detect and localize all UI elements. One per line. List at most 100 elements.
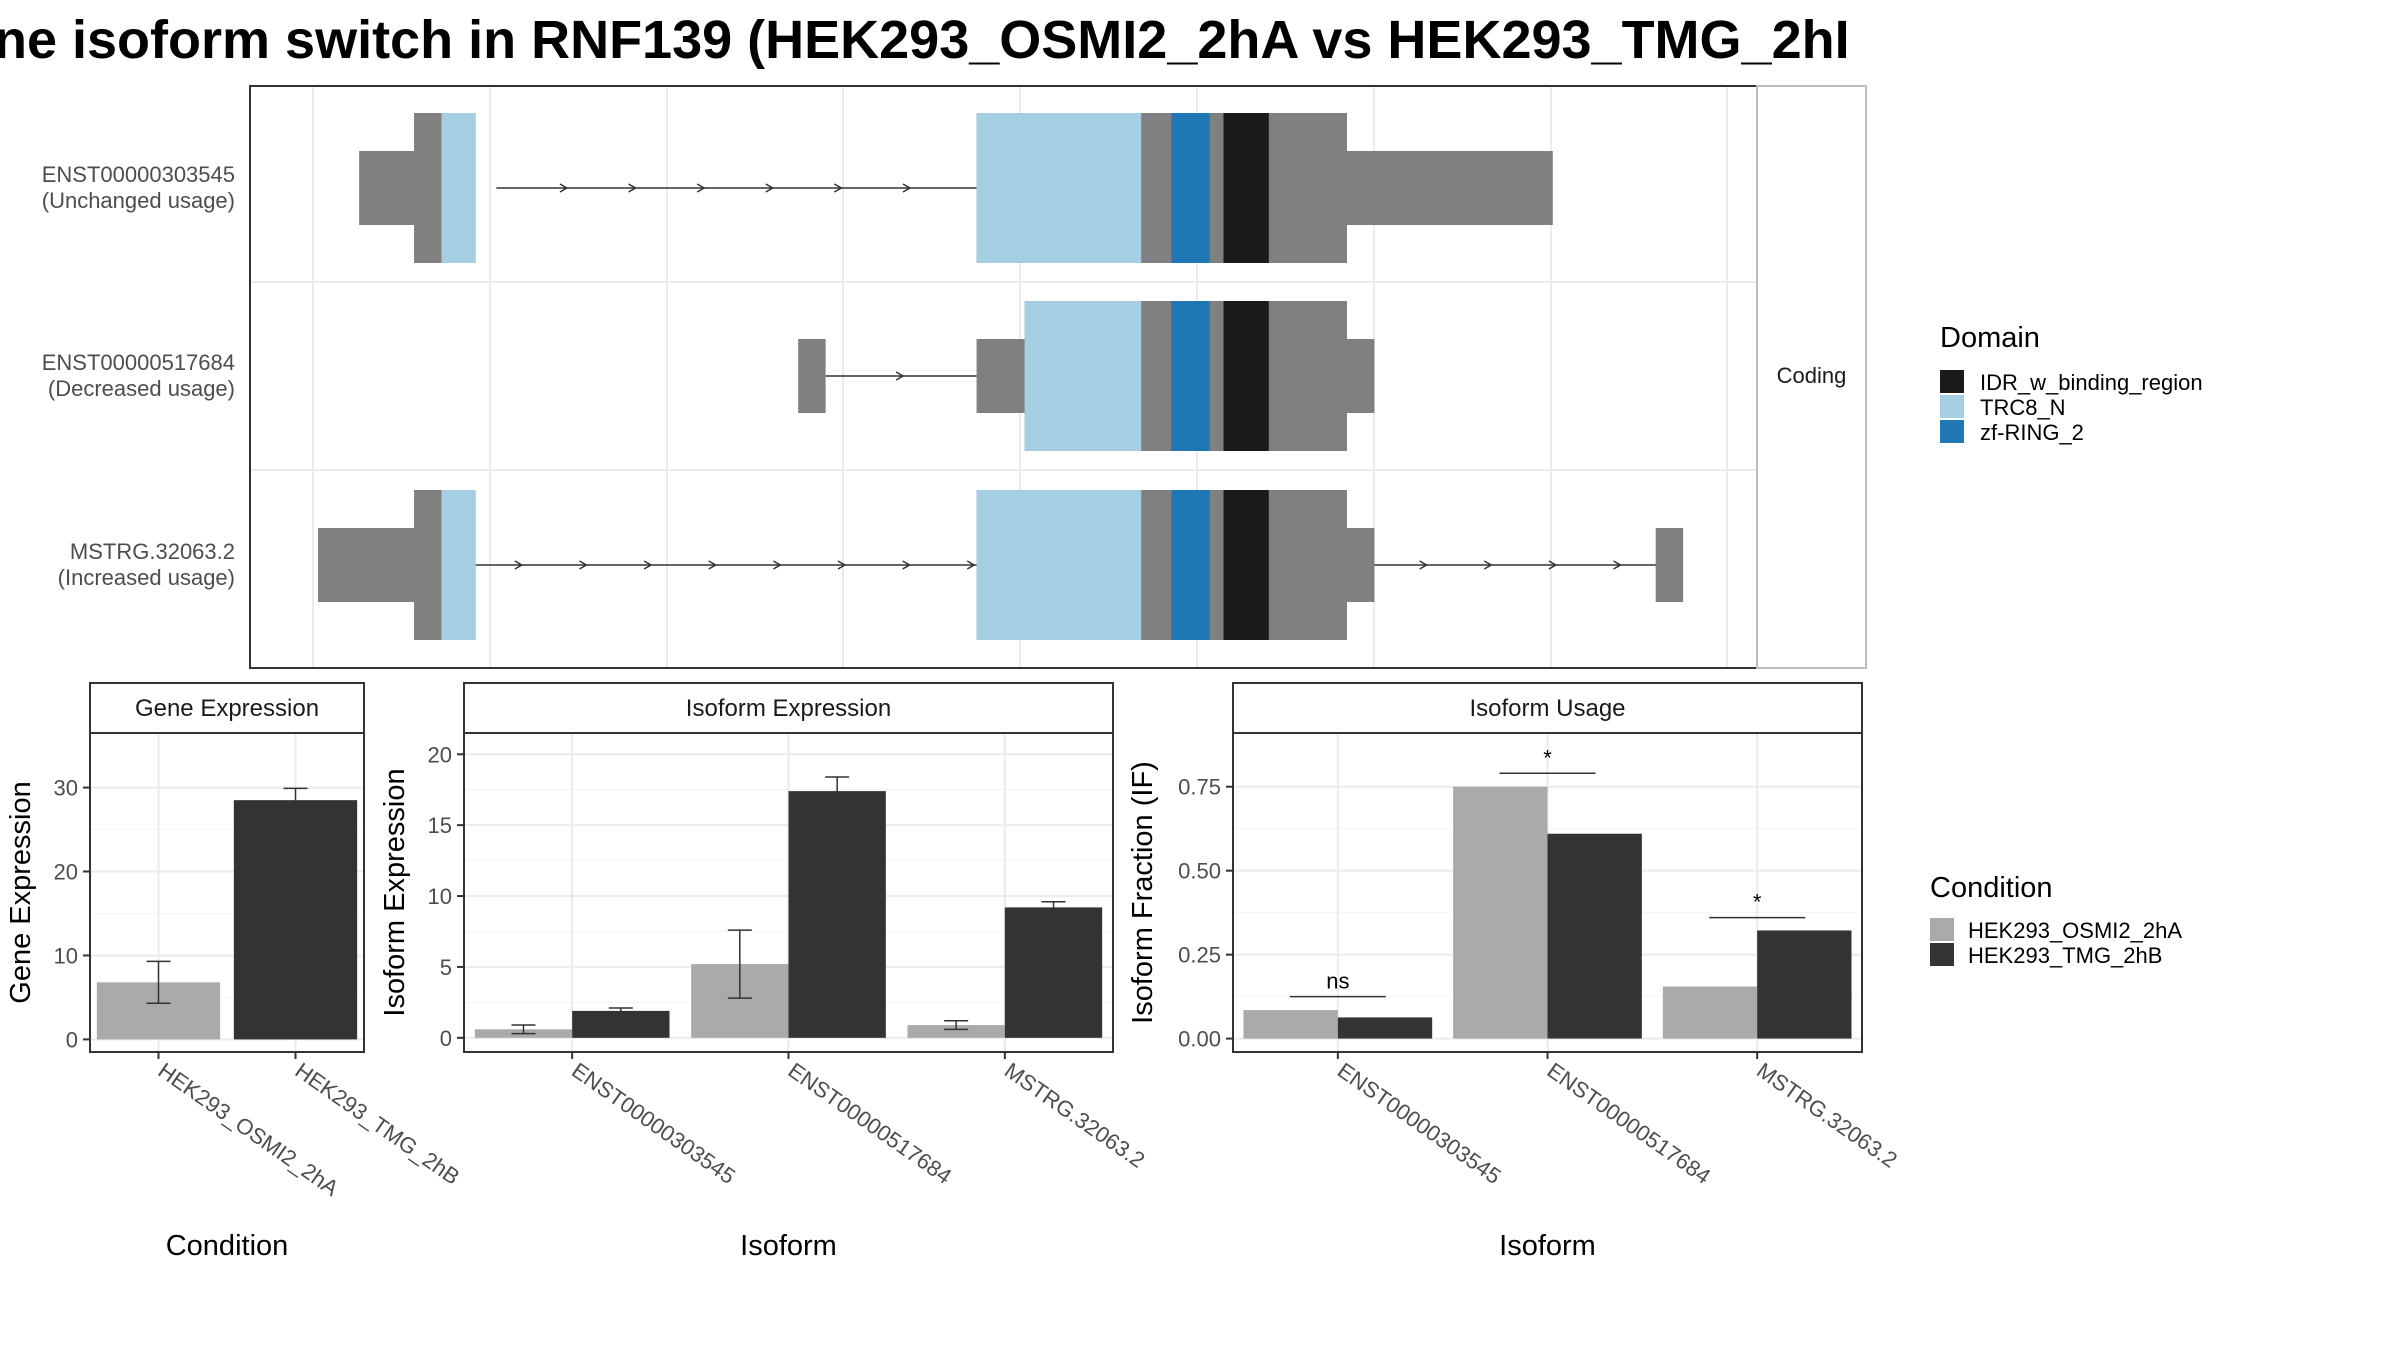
condition-legend-title: Condition: [1930, 872, 2053, 904]
bar: [1243, 1010, 1338, 1039]
y-tick-label: 0: [66, 1027, 78, 1052]
isoform-expression-panel: Isoform Expression 0 5 10 15 20 ENST0000030354…: [379, 682, 1150, 1262]
y-tick-label: 0.75: [1178, 775, 1221, 800]
intron-arrow: [966, 560, 976, 570]
intron-arrow: [579, 560, 588, 570]
x-tick-label: ENST00000517684: [784, 1058, 957, 1189]
x-tick-label: ENST00000517684: [1543, 1058, 1716, 1189]
domain-block: [441, 490, 476, 640]
domain-block: [1223, 490, 1269, 640]
intron-arrow: [837, 560, 847, 570]
domain-legend-key: [1940, 370, 1964, 393]
x-axis-label: Isoform: [740, 1230, 837, 1262]
isoform-usage-panel: Isoform Usage 0.00 0.25 0.50 0.75 ns * * ENST000…: [1127, 682, 1902, 1262]
domain-block: [1223, 301, 1269, 451]
domain-legend-title: Domain: [1940, 322, 2040, 354]
utr-exon: [359, 151, 415, 225]
x-tick-label: MSTRG.32063.2: [1752, 1058, 1902, 1173]
bar: [907, 1025, 1005, 1038]
y-tick-label: 30: [54, 776, 78, 801]
bar: [788, 791, 886, 1038]
bar: [1547, 833, 1642, 1039]
x-tick-label: MSTRG.32063.2: [1000, 1058, 1150, 1173]
domain-legend-key: [1940, 395, 1964, 418]
domain-block: [1223, 113, 1269, 263]
intron-arrow: [1613, 560, 1623, 570]
transcript-id-label: ENST00000303545: [42, 162, 235, 187]
y-tick-label: 10: [54, 943, 78, 968]
transcript-id-label: ENST00000517684: [42, 350, 235, 375]
utr-exon: [1655, 528, 1684, 602]
y-tick-label: 0.50: [1178, 859, 1221, 884]
significance-label: ns: [1326, 969, 1349, 994]
intron-arrow: [895, 371, 905, 381]
bar: [572, 1010, 670, 1038]
domain-legend-label: zf-RING_2: [1980, 420, 2084, 445]
domain-block: [441, 113, 476, 263]
transcript-row: [359, 113, 1553, 263]
intron-arrow: [902, 183, 912, 193]
y-tick-label: 0.00: [1178, 1027, 1221, 1052]
x-axis-label: Condition: [166, 1230, 289, 1262]
intron-arrow: [514, 560, 524, 570]
y-tick-label: 15: [428, 813, 452, 838]
intron-arrow: [696, 183, 706, 193]
intron-arrow: [833, 183, 843, 193]
domain-legend: Domain IDR_w_binding_regionTRC8_Nzf-RING_…: [1940, 322, 2203, 445]
intron-arrow: [628, 183, 638, 193]
condition-legend-label: HEK293_OSMI2_2hA: [1968, 918, 2182, 943]
facet-strip: [1756, 85, 1867, 669]
significance-label: *: [1753, 890, 1762, 915]
y-tick-label: 0: [440, 1026, 452, 1051]
bar: [233, 800, 358, 1040]
y-axis-label: Gene Expression: [5, 781, 37, 1003]
y-tick-label: 5: [440, 955, 452, 980]
bar: [1004, 907, 1103, 1038]
domain-block: [976, 113, 1142, 263]
transcript-row: [318, 490, 1684, 640]
intron-arrow: [708, 560, 718, 570]
panel-border: [89, 732, 365, 1053]
significance-label: *: [1543, 745, 1552, 770]
panel-strip: [1232, 682, 1863, 734]
intron-arrow: [772, 560, 782, 570]
bar: [1757, 930, 1852, 1039]
x-axis-label: Isoform: [1499, 1230, 1596, 1262]
bar: [1453, 786, 1548, 1039]
panel-strip-label: Isoform Usage: [1469, 695, 1625, 722]
panel-strip-label: Gene Expression: [135, 695, 319, 722]
domain-block: [976, 490, 1142, 640]
domain-block: [1171, 490, 1210, 640]
panel-strip: [89, 682, 365, 734]
figure-title: ne isoform switch in RNF139 (HEK293_OSMI…: [0, 10, 1850, 70]
coding-exon: [414, 113, 442, 263]
condition-legend-label: HEK293_TMG_2hB: [1968, 943, 2162, 968]
domain-legend-label: TRC8_N: [1980, 395, 2066, 420]
utr-exon: [798, 339, 826, 413]
x-tick-label: ENST00000303545: [567, 1058, 740, 1189]
condition-legend-key: [1930, 943, 1954, 966]
panel-strip-label: Isoform Expression: [686, 695, 891, 722]
domain-block: [1171, 301, 1210, 451]
intron-arrow: [643, 560, 653, 570]
y-tick-label: 0.25: [1178, 943, 1221, 968]
intron-arrow: [1419, 560, 1429, 570]
condition-legend-key: [1930, 918, 1954, 941]
y-tick-label: 10: [428, 884, 452, 909]
x-tick-label: ENST00000303545: [1333, 1058, 1506, 1189]
y-tick-label: 20: [428, 742, 452, 767]
coding-exon: [414, 490, 442, 640]
transcript-usage-label: (Unchanged usage): [42, 188, 235, 213]
intron-arrow: [1548, 560, 1558, 570]
domain-legend-key: [1940, 420, 1964, 443]
y-axis-label: Isoform Expression: [379, 768, 411, 1016]
intron-arrow: [765, 183, 775, 193]
bar: [1337, 1017, 1433, 1039]
transcript-row: [798, 301, 1375, 451]
utr-exon: [318, 528, 415, 602]
intron-arrow: [1483, 560, 1493, 570]
intron-arrow: [902, 560, 912, 570]
transcript-id-label: MSTRG.32063.2: [70, 539, 235, 564]
